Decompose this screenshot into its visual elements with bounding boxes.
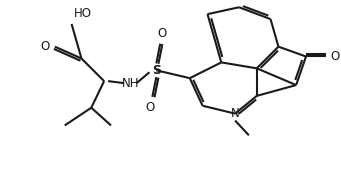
Text: S: S bbox=[152, 64, 161, 77]
Text: N: N bbox=[231, 107, 239, 120]
Text: NH: NH bbox=[122, 77, 139, 90]
Text: O: O bbox=[158, 27, 167, 40]
Text: O: O bbox=[41, 40, 50, 53]
Text: HO: HO bbox=[74, 7, 92, 20]
Text: O: O bbox=[146, 101, 155, 114]
Text: O: O bbox=[331, 50, 340, 63]
